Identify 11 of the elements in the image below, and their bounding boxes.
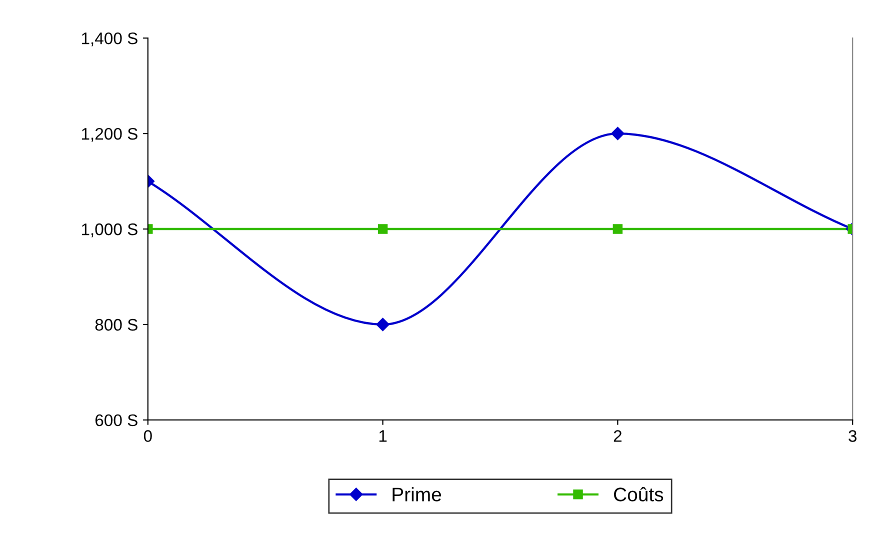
x-tick-label: 0 [144,430,152,442]
y-tick-label: 800 S [95,318,138,331]
y-tick-label: 1,400 S [82,32,138,46]
y-tick-label: 1,000 S [82,223,138,238]
x-tick-label: 3 [848,430,856,442]
x-tick-label: 1 [379,430,387,442]
legend-label: Prime [392,487,442,502]
y-tick-label: 600 S [95,414,138,426]
y-tick-label: 1,200 S [82,128,138,142]
legend-label: Coûts [614,487,664,502]
x-tick-label: 2 [614,430,622,442]
